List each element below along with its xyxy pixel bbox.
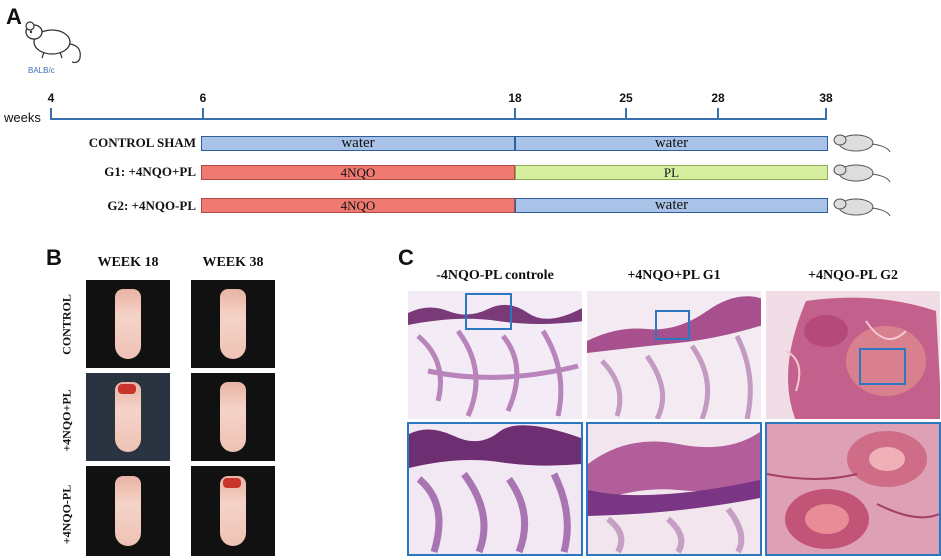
col-head-g2: +4NQO-PL G2 [807, 268, 899, 283]
row-label-g1: +4NQO+PL [59, 389, 74, 452]
histology-g2-zoom [765, 422, 941, 556]
tongue-photo [191, 466, 275, 556]
tick-label: 18 [508, 91, 522, 105]
tick-label: 6 [199, 91, 207, 105]
row-label-g2: +4NQO-PL [59, 484, 74, 545]
panel-b-letter: B [46, 245, 62, 270]
zoom-region-box [655, 310, 690, 340]
bar-g2-phase2: water [515, 197, 828, 213]
zoom-region-box [859, 348, 906, 385]
histology-g2-low [765, 290, 941, 420]
group-label-control: CONTROL SHAM [88, 135, 196, 150]
mouse-strain-label: BALB/c [28, 66, 55, 75]
panel-c-letter: C [398, 245, 414, 270]
row-label-control: CONTROL [59, 294, 74, 355]
tongue-photo [191, 280, 275, 368]
tongue-photo [191, 373, 275, 461]
histology-control-low [407, 290, 583, 420]
tick-mark [825, 108, 827, 120]
weeks-axis-label: weeks [4, 110, 41, 125]
mouse-end-icon [832, 192, 894, 223]
tick-mark [202, 108, 204, 120]
tick-label: 4 [47, 91, 55, 105]
zoom-region-box [465, 293, 512, 330]
tongue-photo [86, 466, 170, 556]
tick-label: 38 [819, 91, 833, 105]
histology-g1-zoom [586, 422, 762, 556]
bar-control-phase2: water [515, 135, 828, 151]
group-label-g1: G1: +4NQO+PL [104, 164, 196, 179]
histology-g1-low [586, 290, 762, 420]
mouse-end-icon [832, 158, 894, 189]
col-head-week18: WEEK 18 [97, 255, 159, 270]
histology-control-zoom [407, 422, 583, 556]
mouse-icon [20, 16, 90, 66]
tick-mark [50, 108, 52, 120]
tick-mark [717, 108, 719, 120]
group-label-g2: G2: +4NQO-PL [107, 198, 196, 213]
col-head-week38: WEEK 38 [202, 255, 264, 270]
col-head-g1: +4NQO+PL G1 [627, 268, 721, 283]
panel-a-letter: A [6, 4, 22, 29]
timeline-axis [51, 118, 827, 120]
tongue-photo [86, 280, 170, 368]
tick-label: 28 [711, 91, 725, 105]
bar-g2-phase1: 4NQO [201, 198, 515, 213]
bar-control-phase1: water [201, 135, 515, 151]
tick-mark [514, 108, 516, 120]
tick-mark [625, 108, 627, 120]
bar-g1-phase2: PL [515, 165, 828, 180]
bar-g1-phase1: 4NQO [201, 165, 515, 180]
tick-label: 25 [619, 91, 633, 105]
mouse-end-icon [832, 128, 894, 159]
col-head-control: -4NQO-PL controle [436, 268, 554, 283]
tongue-photo [86, 373, 170, 461]
